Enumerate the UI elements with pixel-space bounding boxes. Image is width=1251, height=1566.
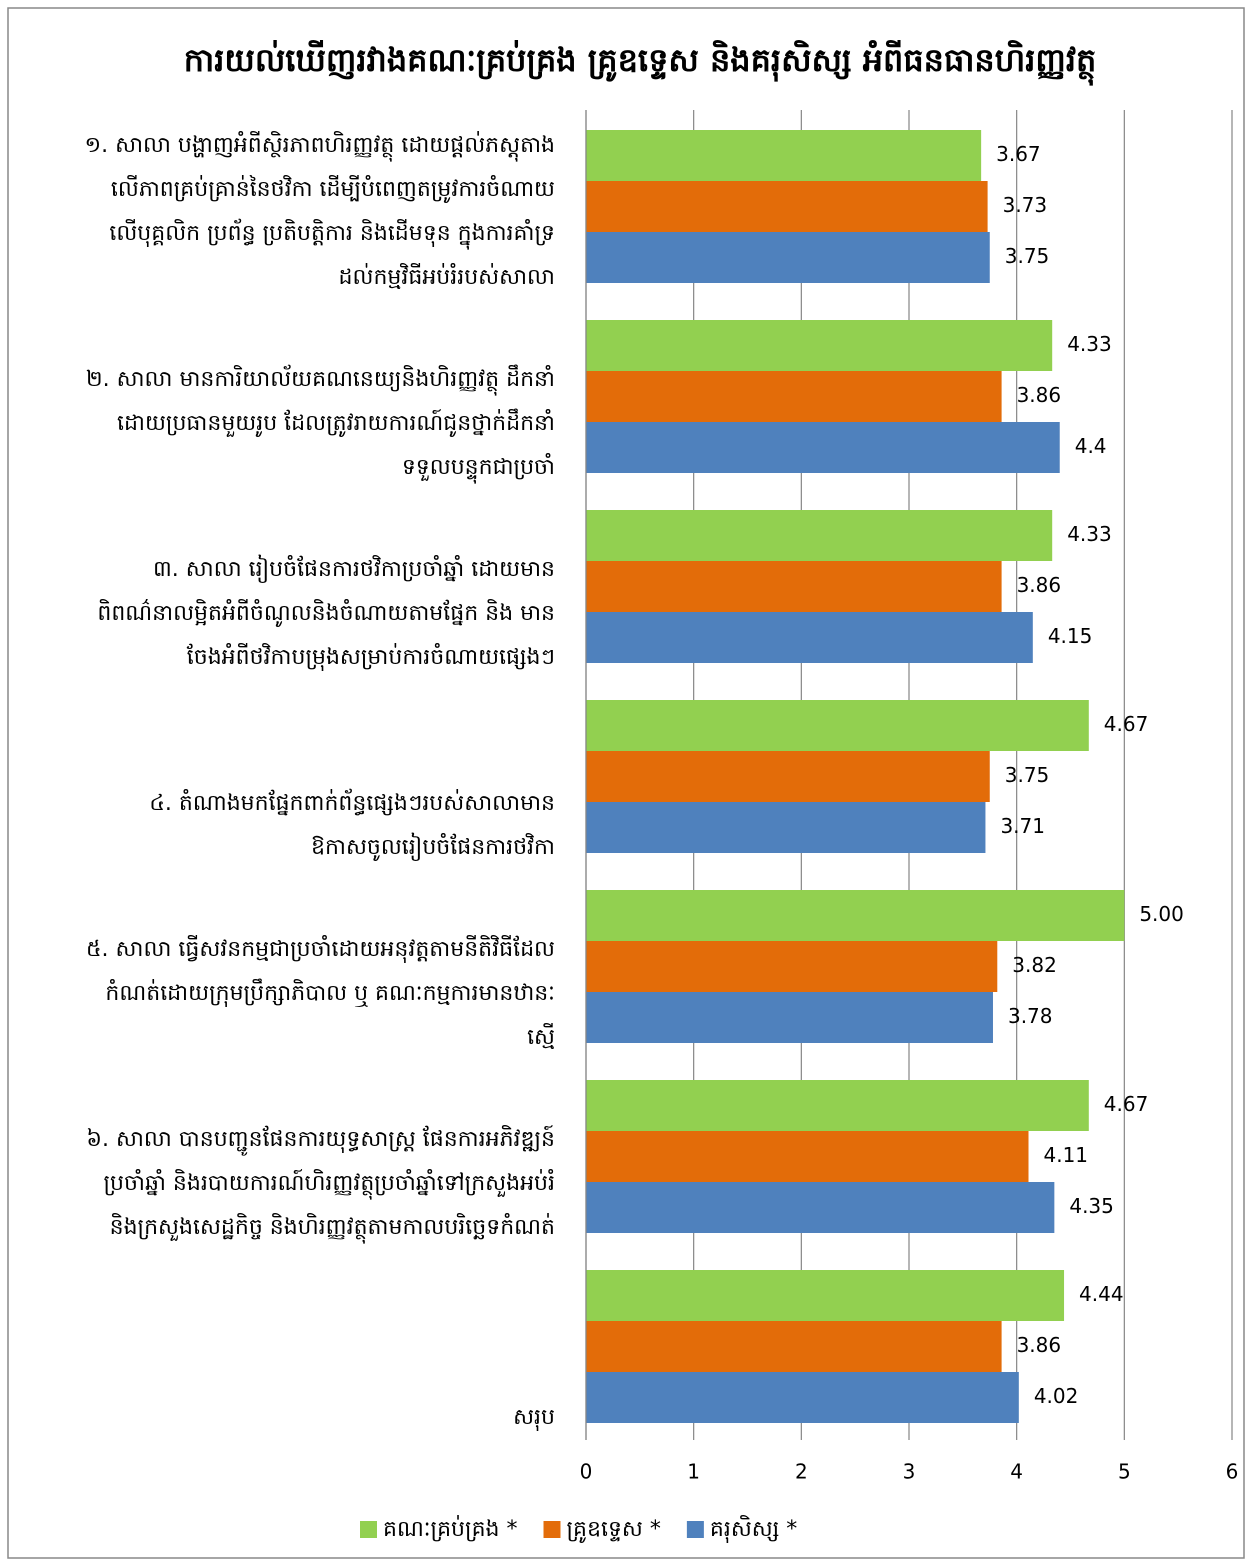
bar bbox=[586, 890, 1125, 941]
bar bbox=[586, 181, 988, 232]
bar bbox=[586, 941, 998, 992]
x-tick-label: 1 bbox=[687, 1460, 700, 1484]
bar bbox=[586, 320, 1053, 371]
y-tick-label: ៣. សាលា រៀបចំផែនការថវិកាប្រចាំឆ្នាំ ដោយម… bbox=[153, 554, 555, 583]
y-tick-label: ពិពណ៌នាលម្អិតអំពីចំណូលនិងចំណាយតាមផ្នែក ន… bbox=[97, 598, 555, 627]
data-label: 3.86 bbox=[1017, 573, 1062, 597]
bar bbox=[586, 1321, 1002, 1372]
y-tick-label: លើភាពគ្រប់គ្រាន់នៃថវិកា ដើម្បីបំពេញតម្រូ… bbox=[111, 175, 555, 203]
x-tick-label: 2 bbox=[795, 1460, 808, 1484]
bar bbox=[586, 802, 986, 853]
y-tick-label: សរុប bbox=[513, 1405, 555, 1431]
data-label: 3.67 bbox=[996, 142, 1041, 166]
data-label: 4.02 bbox=[1034, 1384, 1079, 1408]
legend-swatch bbox=[686, 1521, 704, 1538]
y-tick-label: ស្មើ bbox=[527, 1023, 555, 1050]
bar bbox=[586, 1182, 1055, 1233]
data-label: 3.82 bbox=[1012, 953, 1057, 977]
data-label: 3.73 bbox=[1003, 193, 1048, 217]
bar bbox=[586, 751, 990, 802]
data-label: 4.44 bbox=[1079, 1282, 1124, 1306]
bar bbox=[586, 422, 1060, 473]
y-tick-label: ដោយប្រធានមួយរូប ដែលត្រូវរាយការណ៍ជូនថ្នាក… bbox=[117, 408, 555, 437]
y-tick-label: ២. សាលា មានការិយាល័យគណនេយ្យនិងហិរញ្ញវត្ថ… bbox=[86, 364, 555, 396]
chart-title: ការយល់ឃើញរវាងគណៈគ្រប់គ្រង គ្រូឧទ្ទេស និង… bbox=[184, 40, 1097, 86]
y-tick-label: ៥. សាលា ធ្វើសវនកម្មជាប្រចាំដោយអនុវត្តតាម… bbox=[86, 935, 555, 963]
data-label: 4.11 bbox=[1044, 1143, 1089, 1167]
x-tick-label: 3 bbox=[903, 1460, 916, 1484]
y-tick-label: ១. សាលា បង្ហាញអំពីស្ថិរភាពហិរញ្ញវត្ថុ ដោ… bbox=[84, 131, 555, 162]
bar bbox=[586, 1270, 1065, 1321]
x-tick-label: 6 bbox=[1226, 1460, 1239, 1484]
bar bbox=[586, 992, 993, 1043]
data-label: 4.33 bbox=[1067, 522, 1112, 546]
data-label: 4.33 bbox=[1067, 332, 1112, 356]
y-tick-label: និងក្រសួងសេដ្ឋកិច្ច និងហិរញ្ញវត្ថុតាមកាល… bbox=[110, 1213, 555, 1244]
legend-label: គ្រូឧទ្ទេស * bbox=[567, 1517, 661, 1543]
data-label: 4.67 bbox=[1104, 1092, 1149, 1116]
data-label: 3.78 bbox=[1008, 1004, 1053, 1028]
legend-swatch bbox=[543, 1521, 561, 1538]
bar bbox=[586, 561, 1002, 612]
bar bbox=[586, 130, 982, 181]
bar bbox=[586, 232, 990, 283]
x-tick-label: 0 bbox=[580, 1460, 593, 1484]
bar bbox=[586, 1372, 1019, 1423]
bar bbox=[586, 1080, 1089, 1131]
y-tick-label: ដល់កម្មវិធីអប់រំរបស់សាលា bbox=[339, 263, 555, 290]
y-tick-label: ទទួលបន្ទុកជាប្រចាំ bbox=[402, 453, 555, 484]
y-tick-label: លើបុគ្គលិក ប្រព័ន្ធ ប្រតិបត្តិការ និងដើម… bbox=[109, 218, 555, 250]
y-tick-label: ឱកាសចូលរៀបចំផែនការថវិកា bbox=[311, 832, 555, 861]
data-label: 3.86 bbox=[1017, 1333, 1062, 1357]
legend-label: គណៈគ្រប់គ្រង * bbox=[383, 1515, 518, 1542]
data-label: 5.00 bbox=[1139, 902, 1184, 926]
bar bbox=[586, 700, 1089, 751]
data-label: 4.35 bbox=[1069, 1194, 1114, 1218]
data-label: 3.71 bbox=[1000, 814, 1045, 838]
data-label: 3.75 bbox=[1005, 244, 1050, 268]
bar bbox=[586, 1131, 1029, 1182]
data-label: 3.86 bbox=[1017, 383, 1062, 407]
x-tick-label: 4 bbox=[1010, 1460, 1023, 1484]
bar bbox=[586, 612, 1033, 663]
y-tick-label: ចែងអំពីថវិកាបម្រុងសម្រាប់ការចំណាយផ្សេងៗ bbox=[187, 643, 555, 671]
data-label: 4.15 bbox=[1048, 624, 1093, 648]
legend-label: គរុសិស្ស * bbox=[710, 1515, 797, 1543]
data-label: 4.67 bbox=[1104, 712, 1149, 736]
y-tick-label: ប្រចាំឆ្នាំ និងរបាយការណ៍ហិរញ្ញវត្ថុប្រចា… bbox=[103, 1169, 555, 1200]
data-label: 4.4 bbox=[1075, 434, 1107, 458]
y-tick-label: ៦. សាលា បានបញ្ជូនផែនការយុទ្ធសាស្ត្រ ផែនក… bbox=[86, 1125, 555, 1156]
data-label: 3.75 bbox=[1005, 763, 1050, 787]
bar bbox=[586, 371, 1002, 422]
y-tick-label: ៤. តំណាងមកផ្នែកពាក់ព័ន្ធផ្សេងៗរបស់សាលាមា… bbox=[149, 788, 555, 816]
bar bbox=[586, 510, 1053, 561]
legend-swatch bbox=[360, 1521, 377, 1538]
x-tick-label: 5 bbox=[1118, 1460, 1131, 1484]
y-tick-label: កំណត់ដោយក្រុមប្រឹក្សាភិបាល ឬ គណៈកម្មការម… bbox=[105, 978, 555, 1008]
